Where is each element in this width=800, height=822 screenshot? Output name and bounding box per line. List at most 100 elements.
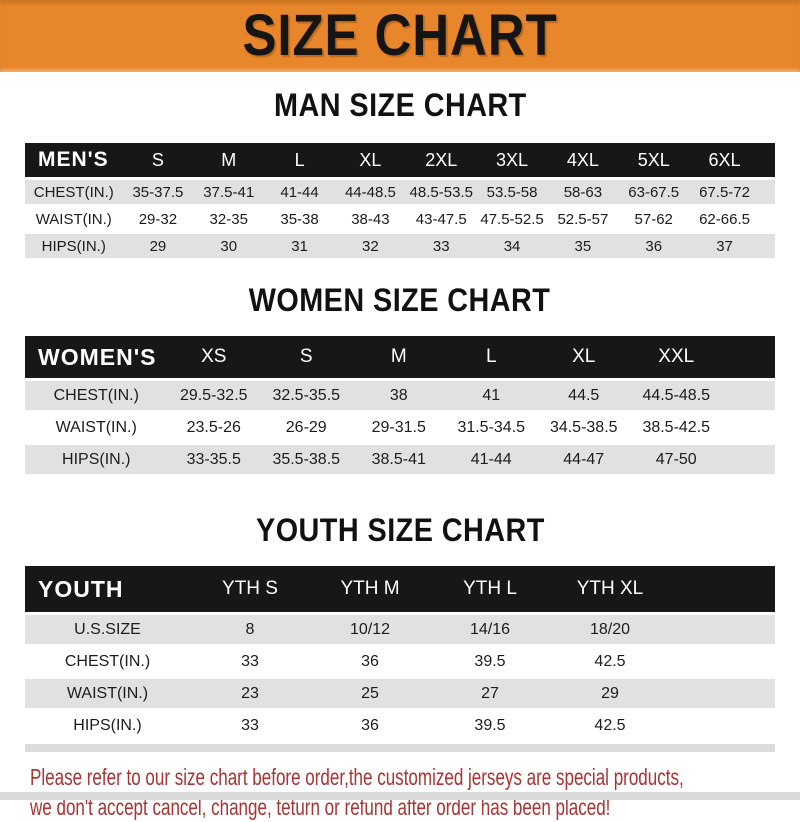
size-cell: 29-31.5: [371, 418, 426, 436]
row-label: CHEST(IN.): [33, 183, 114, 201]
size-column-header: XL: [359, 149, 382, 170]
size-cell: 42.5: [594, 652, 626, 670]
size-section: WOMEN SIZE CHART WOMEN'S XS S M L XL XXL CHEST…: [0, 283, 800, 477]
size-cell: 67.5-72: [699, 183, 750, 201]
size-table: WOMEN'S XS S M L XL XXL CHEST(IN.) 29.5-32.5 32.…: [25, 333, 775, 477]
size-cell: 35.5-38.5: [272, 450, 341, 468]
row-label: HIPS(IN.): [62, 450, 131, 468]
spacer-cell: [670, 679, 775, 708]
size-cell: 29: [149, 237, 167, 255]
size-cell: 44.5: [568, 386, 600, 404]
size-cell: 39.5: [474, 716, 506, 734]
size-column-header: S: [299, 346, 313, 367]
size-cell: 23.5-26: [186, 418, 241, 436]
size-column-header: L: [485, 346, 497, 367]
row-label: HIPS(IN.): [73, 716, 142, 734]
size-cell: 36: [361, 652, 379, 670]
spacer-cell: [670, 615, 775, 644]
size-cell: 62-66.5: [699, 210, 750, 228]
table-header-label: WOMEN'S: [38, 343, 157, 370]
size-cell: 57-62: [634, 210, 673, 228]
table-row: CHEST(IN.) 29.5-32.5 32.5-35.5 38 41 44.5 44.5…: [25, 381, 775, 410]
size-cell: 37: [716, 237, 733, 255]
spacer-cell: [760, 207, 775, 231]
size-table: YOUTH YTH S YTH M YTH L YTH XL U.S.SIZE 8 10/1…: [25, 563, 775, 743]
table-header-label: MEN'S: [38, 148, 109, 171]
size-cell: 38.5-41: [371, 450, 426, 468]
size-cell: 48.5-53.5: [409, 183, 473, 201]
size-column-header: XXL: [658, 346, 695, 367]
spacer-cell: [723, 381, 776, 410]
table-header-label: YOUTH: [38, 575, 124, 602]
row-label: HIPS(IN.): [41, 237, 106, 255]
size-section: MAN SIZE CHART MEN'S S M L XL 2XL 3XL 4XL 5XL 6XL…: [0, 88, 800, 261]
section-title-text: MAN SIZE CHART: [273, 87, 527, 123]
size-cell: 32: [362, 237, 379, 255]
size-cell: 39.5: [474, 652, 506, 670]
table-row: HIPS(IN.) 29 30 31 32 33 34 35 36 37: [25, 234, 775, 258]
size-cell: 35-37.5: [132, 183, 184, 201]
size-cell: 36: [361, 716, 379, 734]
size-cell: 38-43: [351, 210, 390, 228]
spacer-cell: [670, 647, 775, 676]
size-cell: 38.5-42.5: [642, 418, 711, 436]
footer-notice-line1: Please refer to our size chart before or…: [30, 764, 684, 790]
size-cell: 37.5-41: [203, 183, 255, 201]
size-cell: 38: [389, 386, 408, 404]
size-cell: 44-48.5: [344, 183, 396, 201]
size-column-header: M: [221, 149, 237, 170]
size-cell: 43-47.5: [415, 210, 467, 228]
size-column-header: M: [390, 346, 407, 367]
size-column-header: L: [294, 149, 305, 170]
spacer-cell: [760, 180, 775, 204]
size-cell: 8: [245, 620, 255, 638]
size-cell: 30: [220, 237, 238, 255]
size-cell: 33-35.5: [186, 450, 241, 468]
section-title-text: WOMEN SIZE CHART: [249, 282, 551, 318]
size-cell: 29: [601, 684, 619, 702]
table-row: U.S.SIZE 8 10/12 14/16 18/20: [25, 615, 775, 644]
table-row: WAIST(IN.) 23.5-26 26-29 29-31.5 31.5-34.5 34…: [25, 413, 775, 442]
size-column-header: 4XL: [566, 149, 599, 170]
size-chart-sections: MAN SIZE CHART MEN'S S M L XL 2XL 3XL 4XL 5XL 6XL…: [0, 88, 800, 752]
size-cell: 34.5-38.5: [549, 418, 618, 436]
table-header-row: MEN'S S M L XL 2XL 3XL 4XL 5XL 6XL: [25, 143, 775, 177]
size-cell: 32.5-35.5: [272, 386, 341, 404]
table-header-row: YOUTH YTH S YTH M YTH L YTH XL: [25, 566, 775, 612]
row-label: WAIST(IN.): [35, 210, 112, 228]
size-cell: 33: [241, 652, 259, 670]
size-column-header: 6XL: [708, 149, 741, 170]
size-column-header: YTH M: [340, 578, 400, 599]
size-cell: 33: [432, 237, 450, 255]
size-cell: 32-35: [209, 210, 248, 228]
size-column-header: YTH S: [222, 578, 278, 599]
size-cell: 25: [361, 684, 379, 702]
table-row: HIPS(IN.) 33 36 39.5 42.5: [25, 711, 775, 740]
section-title: WOMEN SIZE CHART: [0, 283, 800, 321]
size-column-header: 2XL: [425, 149, 458, 170]
spacer-cell: [760, 234, 775, 258]
table-row: CHEST(IN.) 33 36 39.5 42.5: [25, 647, 775, 676]
table-row: HIPS(IN.) 33-35.5 35.5-38.5 38.5-41 41-44 44-…: [25, 445, 775, 474]
size-chart-banner: SIZE CHART: [0, 0, 800, 72]
table-tail-bar: [25, 744, 775, 752]
size-cell: 33: [241, 716, 259, 734]
banner-title: SIZE CHART: [242, 3, 558, 68]
spacer-cell: [723, 445, 776, 474]
size-cell: 63-67.5: [628, 183, 680, 201]
table-row: CHEST(IN.) 35-37.5 37.5-41 41-44 44-48.5 48.5…: [25, 180, 775, 204]
size-cell: 14/16: [469, 620, 511, 638]
size-cell: 23: [241, 684, 259, 702]
size-column-header: S: [151, 149, 164, 170]
section-title: YOUTH SIZE CHART: [0, 513, 800, 551]
size-cell: 44-47: [563, 450, 605, 468]
table-row: WAIST(IN.) 29-32 32-35 35-38 38-43 43-47.5 47.…: [25, 207, 775, 231]
size-cell: 10/12: [349, 620, 391, 638]
size-cell: 29.5-32.5: [179, 386, 248, 404]
size-cell: 41: [482, 386, 501, 404]
section-title: MAN SIZE CHART: [0, 88, 800, 126]
size-cell: 41-44: [470, 450, 512, 468]
size-section: YOUTH SIZE CHART YOUTH YTH S YTH M YTH L YTH…: [0, 513, 800, 752]
spacer-cell: [723, 336, 776, 378]
spacer-cell: [723, 413, 776, 442]
